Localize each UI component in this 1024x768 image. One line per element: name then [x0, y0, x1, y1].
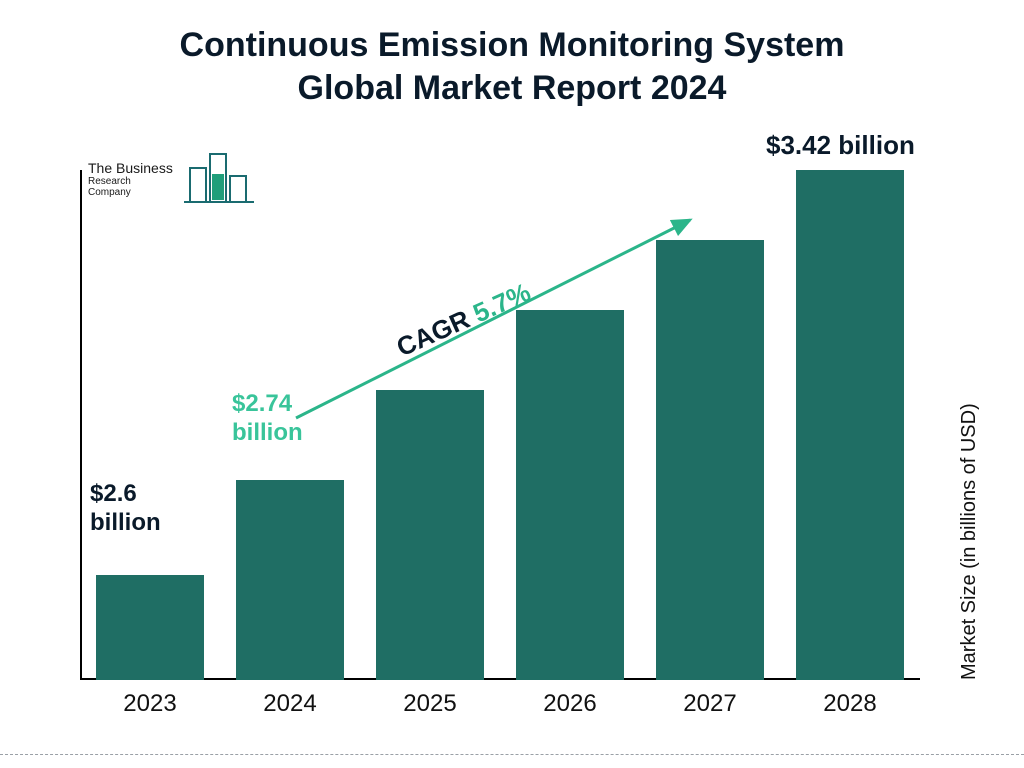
title-line2: Global Market Report 2024: [298, 69, 727, 107]
x-label-2023: 2023: [96, 690, 204, 718]
chart-container: Continuous Emission Monitoring System Gl…: [0, 0, 1024, 768]
annotation-2028: $3.42 billion: [766, 130, 915, 161]
x-label-2024: 2024: [236, 690, 344, 718]
bar-2025: [376, 390, 484, 680]
annotation-2024: $2.74billion: [232, 390, 303, 448]
x-label-2026: 2026: [516, 690, 624, 718]
bar-2023: [96, 575, 204, 680]
bar-2024: [236, 480, 344, 680]
y-axis-label: Market Size (in billions of USD): [958, 403, 981, 680]
x-label-2025: 2025: [376, 690, 484, 718]
footer-divider: [0, 754, 1024, 755]
bar-2028: [796, 170, 904, 680]
chart-title: Continuous Emission Monitoring System Gl…: [0, 24, 1024, 109]
bar-2027: [656, 240, 764, 680]
bars-group: [80, 170, 920, 680]
annotation-2023: $2.6billion: [90, 480, 161, 538]
title-line1: Continuous Emission Monitoring System: [180, 26, 845, 64]
x-label-2027: 2027: [656, 690, 764, 718]
bar-2026: [516, 310, 624, 680]
chart-plot-area: [80, 170, 920, 680]
x-label-2028: 2028: [796, 690, 904, 718]
